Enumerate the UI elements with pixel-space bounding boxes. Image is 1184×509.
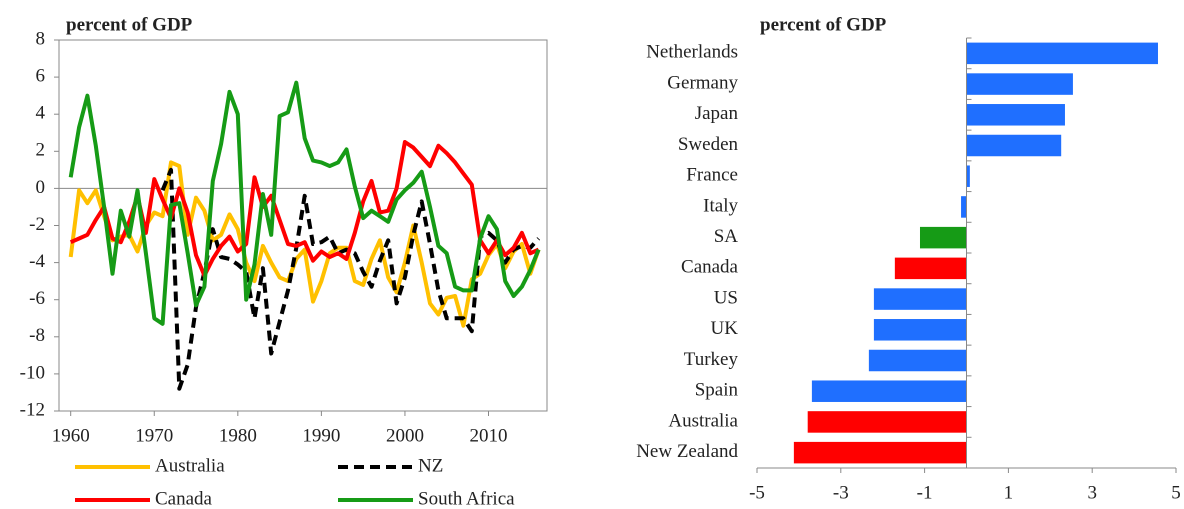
x-tick-label: 3 bbox=[1087, 482, 1097, 503]
series-line bbox=[69, 140, 540, 278]
y-tick-label: 0 bbox=[36, 177, 46, 198]
y-tick-label: -4 bbox=[29, 251, 45, 272]
y-tick-label: 6 bbox=[36, 65, 46, 86]
x-tick-label: -1 bbox=[917, 482, 933, 503]
series-line bbox=[68, 80, 541, 326]
category-label: UK bbox=[711, 318, 739, 339]
bar bbox=[868, 349, 967, 372]
category-label: New Zealand bbox=[636, 441, 738, 462]
category-label: Netherlands bbox=[646, 42, 738, 63]
y-tick-label: 8 bbox=[36, 28, 46, 49]
category-label: Sweden bbox=[678, 134, 739, 155]
x-tick-label: -3 bbox=[833, 482, 849, 503]
bar bbox=[966, 165, 970, 187]
legend-label: South Africa bbox=[418, 488, 515, 509]
category-label: Italy bbox=[703, 195, 738, 216]
category-label: US bbox=[714, 287, 738, 308]
bar bbox=[811, 380, 967, 402]
category-label: Japan bbox=[695, 103, 739, 124]
x-tick-label: 5 bbox=[1171, 482, 1181, 503]
bar bbox=[873, 319, 967, 341]
y-tick-label: 2 bbox=[36, 140, 46, 161]
category-label: Turkey bbox=[684, 349, 739, 370]
bar bbox=[793, 441, 967, 464]
bar bbox=[966, 42, 1158, 65]
bar bbox=[873, 288, 967, 310]
x-tick-label: 1 bbox=[1004, 482, 1014, 503]
chart-title: percent of GDP bbox=[760, 14, 887, 35]
y-tick-label: -6 bbox=[29, 288, 45, 309]
category-label: France bbox=[686, 165, 738, 186]
chart-title: percent of GDP bbox=[66, 14, 193, 35]
x-tick-label: 1980 bbox=[219, 425, 257, 446]
category-label: SA bbox=[714, 226, 739, 247]
x-tick-label: 1960 bbox=[52, 425, 90, 446]
bar bbox=[966, 104, 1065, 126]
bar bbox=[961, 196, 967, 218]
y-tick-label: -12 bbox=[20, 399, 45, 420]
y-tick-label: 4 bbox=[36, 103, 46, 124]
y-tick-label: -2 bbox=[29, 214, 45, 235]
bar bbox=[966, 73, 1073, 95]
category-label: Australia bbox=[668, 410, 738, 431]
legend-label: Australia bbox=[155, 455, 225, 476]
category-label: Germany bbox=[667, 72, 738, 93]
bar bbox=[919, 226, 967, 249]
x-tick-label: 2010 bbox=[470, 425, 508, 446]
y-tick-label: -8 bbox=[29, 325, 45, 346]
x-tick-label: 2000 bbox=[386, 425, 424, 446]
bar bbox=[966, 134, 1062, 157]
series-line bbox=[160, 167, 541, 391]
x-tick-label: -5 bbox=[749, 482, 765, 503]
legend-label: Canada bbox=[155, 488, 213, 509]
category-label: Spain bbox=[695, 380, 739, 401]
bar bbox=[807, 411, 967, 433]
y-tick-label: -10 bbox=[20, 362, 45, 383]
x-tick-label: 1970 bbox=[135, 425, 173, 446]
category-label: Canada bbox=[681, 257, 739, 278]
x-tick-label: 1990 bbox=[302, 425, 340, 446]
legend-label: NZ bbox=[418, 455, 443, 476]
bar bbox=[894, 257, 967, 280]
